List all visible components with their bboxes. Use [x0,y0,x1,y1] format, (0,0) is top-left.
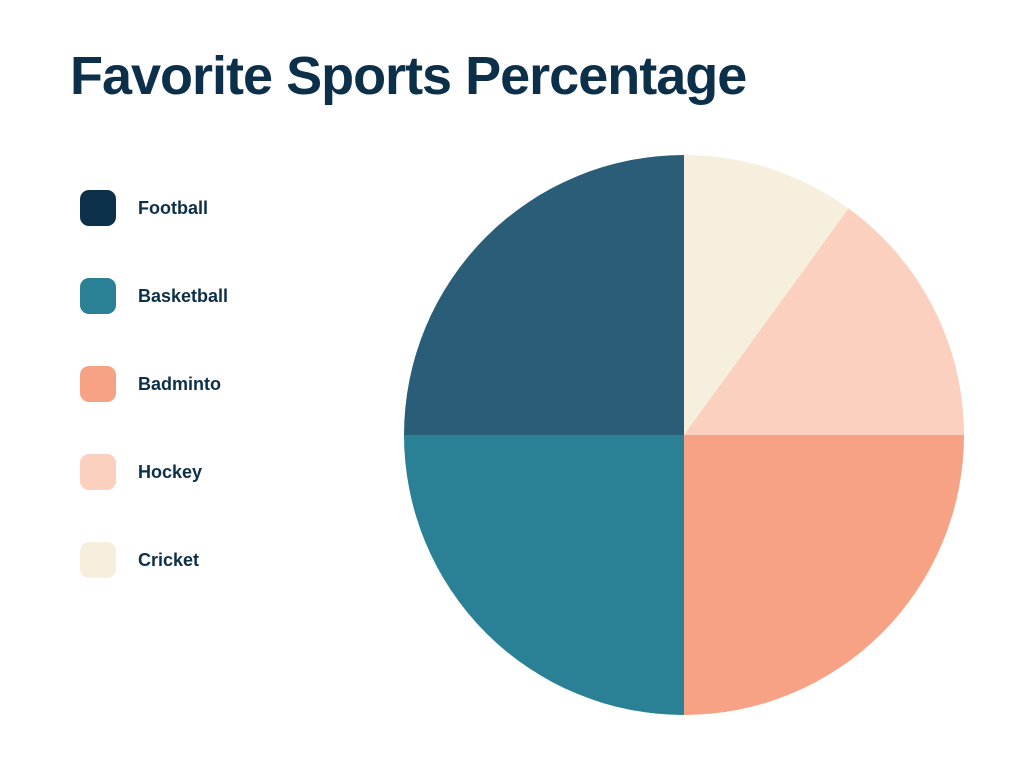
legend-item-cricket: Cricket [80,542,228,578]
legend-label-badminton: Badminto [138,374,221,395]
pie-chart-wrap [404,155,964,715]
chart-title: Favorite Sports Percentage [70,45,954,107]
legend-swatch-basketball [80,278,116,314]
pie-chart [404,155,964,715]
legend-label-cricket: Cricket [138,550,199,571]
legend-item-basketball: Basketball [80,278,228,314]
legend-swatch-football [80,190,116,226]
chart-container: Favorite Sports Percentage Football Bask… [0,0,1024,768]
legend-swatch-cricket [80,542,116,578]
legend-label-basketball: Basketball [138,286,228,307]
legend-item-badminton: Badminto [80,366,228,402]
legend: Football Basketball Badminto Hockey Cric… [80,190,228,578]
legend-swatch-badminton [80,366,116,402]
legend-label-hockey: Hockey [138,462,202,483]
legend-label-football: Football [138,198,208,219]
legend-item-football: Football [80,190,228,226]
legend-item-hockey: Hockey [80,454,228,490]
legend-swatch-hockey [80,454,116,490]
